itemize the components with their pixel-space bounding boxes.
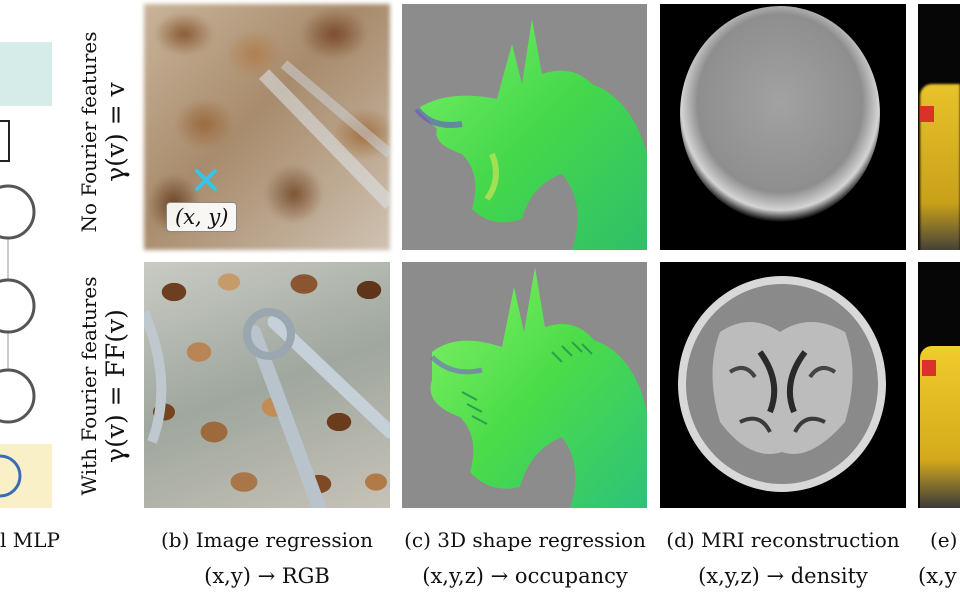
mlp-caption-fragment: l MLP [0,528,60,552]
row-label-no-fourier: No Fourier features γ(v) = v [77,7,137,257]
row-label-line1: With Fourier features [77,276,101,496]
mri-slice-blurry [680,6,880,222]
mlp-output-box [0,444,52,508]
row-label-formula: γ(v) = FF(v) [101,309,130,463]
row-label-formula: γ(v) = v [101,82,130,182]
dragon-shape-detailed [430,267,647,508]
nerf-view-blurry [918,4,960,250]
caption-mri-reconstruction: (d) MRI reconstruction [666,528,900,552]
caption-image-regression: (b) Image regression [161,528,373,552]
mlp-diagram: l MLP [0,0,60,552]
mlp-node [0,368,36,424]
mri-reconstruction-sharp [660,262,906,508]
tool-blur-overlay [258,60,390,209]
nerf-view-sharp [918,262,960,508]
mlp-network [0,184,36,424]
mlp-output-node [0,454,22,498]
mlp-node [0,278,36,334]
nutcracker-tool [144,308,390,508]
mapping-shape-regression: (x,y,z) → occupancy [422,564,628,588]
mapping-mri-reconstruction: (x,y,z) → density [698,564,868,588]
sample-point-marker-icon [195,169,217,191]
row-label-line1: No Fourier features [77,31,101,233]
mlp-input-box [0,42,52,106]
dragon-shape-smooth [414,19,647,250]
caption-column-e: (e) [930,528,958,552]
shape-regression-smooth [402,4,647,250]
mlp-layer-box [0,120,10,162]
sample-point-label: (x, y) [166,202,238,232]
shape-regression-detailed [402,262,647,508]
mri-reconstruction-blurry [660,4,906,250]
row-label-with-fourier: With Fourier features γ(v) = FF(v) [77,261,137,511]
mri-slice-sharp [678,276,886,492]
mlp-node [0,184,36,240]
mapping-image-regression: (x,y) → RGB [204,564,330,588]
mapping-column-e: (x,y [918,564,957,588]
caption-shape-regression: (c) 3D shape regression [404,528,646,552]
